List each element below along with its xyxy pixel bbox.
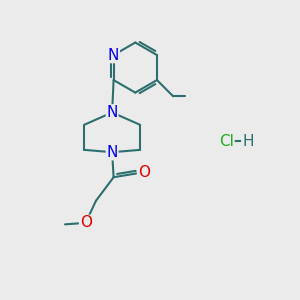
Text: N: N (106, 105, 118, 120)
Text: O: O (80, 215, 92, 230)
Text: H: H (243, 134, 254, 149)
Text: O: O (138, 165, 150, 180)
Text: N: N (106, 145, 118, 160)
Text: N: N (108, 47, 119, 62)
Text: Cl: Cl (219, 134, 234, 149)
